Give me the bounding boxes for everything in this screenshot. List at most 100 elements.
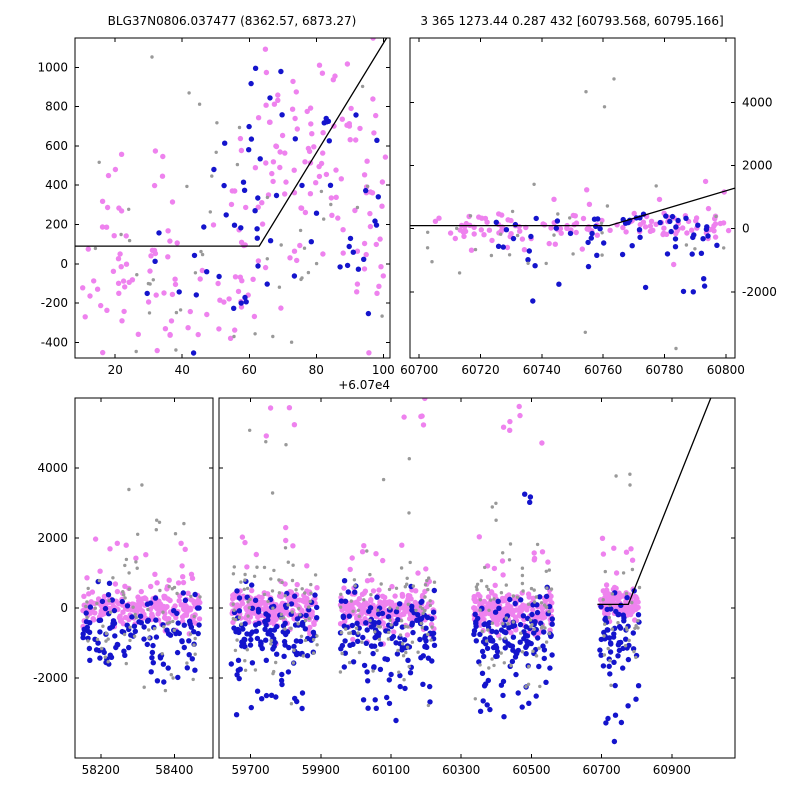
- scatter-point: [294, 126, 300, 132]
- scatter-point: [447, 230, 454, 236]
- scatter-point: [217, 297, 223, 303]
- scatter-point: [276, 593, 283, 599]
- scatter-point: [232, 334, 236, 339]
- scatter-point: [124, 622, 130, 628]
- scatter-point: [215, 121, 219, 125]
- scatter-point: [538, 684, 542, 689]
- scatter-point: [156, 230, 162, 236]
- scatter-point: [517, 609, 524, 615]
- scatter-point: [536, 663, 542, 670]
- scatter-point: [407, 511, 411, 515]
- scatter-point: [302, 159, 308, 165]
- scatter-point: [311, 638, 316, 642]
- scatter-point: [478, 227, 484, 233]
- scatter-point: [309, 582, 313, 587]
- scatter-point: [361, 172, 368, 178]
- scatter-point: [263, 637, 269, 643]
- scatter-point: [153, 634, 160, 640]
- scatter-point: [517, 639, 523, 645]
- scatter-point: [580, 215, 587, 222]
- scatter-point: [121, 590, 125, 594]
- scatter-point: [526, 639, 532, 646]
- scatter-point: [361, 256, 367, 262]
- scatter-point: [87, 604, 94, 610]
- scatter-point: [544, 261, 548, 266]
- scatter-point: [552, 241, 558, 247]
- scatter-point: [475, 591, 481, 598]
- scatter-point: [371, 643, 378, 649]
- scatter-point: [499, 232, 503, 236]
- scatter-point: [165, 665, 171, 671]
- scatter-point: [149, 655, 155, 661]
- scatter-point: [571, 222, 577, 228]
- scatter-point: [507, 253, 512, 257]
- scatter-point: [265, 195, 270, 200]
- scatter-point: [361, 240, 368, 247]
- scatter-point: [175, 620, 181, 626]
- scatter-point: [229, 390, 232, 393]
- scatter-point: [152, 571, 158, 577]
- scatter-point: [248, 80, 254, 87]
- scatter-point: [489, 253, 494, 258]
- scatter-point: [486, 620, 492, 626]
- scatter-point: [185, 661, 189, 665]
- scatter-point: [257, 156, 263, 162]
- scatter-point: [607, 671, 613, 677]
- scatter-point: [406, 625, 410, 629]
- scatter-point: [616, 623, 623, 630]
- x-tick-label: 20: [108, 363, 123, 377]
- scatter-point: [166, 577, 172, 583]
- scatter-point: [298, 205, 305, 211]
- scatter-point: [355, 205, 360, 210]
- scatter-point: [80, 631, 86, 637]
- scatter-point: [289, 626, 293, 630]
- scatter-point: [242, 539, 248, 546]
- scatter-point: [320, 130, 326, 136]
- scatter-point: [410, 629, 416, 636]
- scatter-point: [247, 393, 250, 396]
- scatter-point: [349, 622, 355, 629]
- scatter-point: [221, 182, 227, 189]
- scatter-point: [545, 559, 551, 565]
- scatter-point: [95, 601, 99, 606]
- scatter-point: [648, 218, 655, 224]
- scatter-point: [516, 403, 522, 410]
- scatter-point: [528, 618, 533, 622]
- scatter-point: [243, 578, 247, 582]
- scatter-point: [424, 614, 431, 621]
- scatter-point: [179, 638, 185, 645]
- scatter-point: [396, 601, 403, 607]
- scatter-point: [339, 592, 343, 596]
- scatter-point: [600, 231, 604, 235]
- scatter-point: [373, 630, 377, 634]
- scatter-point: [531, 550, 537, 556]
- scatter-point: [502, 638, 508, 644]
- scatter-point: [147, 268, 153, 274]
- x-tick-label: 60780: [645, 363, 683, 377]
- scatter-point: [265, 631, 271, 637]
- model-line: [410, 187, 735, 227]
- scatter-point: [490, 657, 494, 661]
- scatter-point: [342, 638, 348, 644]
- scatter-point: [539, 606, 546, 612]
- scatter-point: [234, 672, 240, 678]
- scatter-point: [271, 606, 275, 610]
- scatter-point: [642, 224, 649, 230]
- scatter-point: [180, 574, 186, 580]
- scatter-point: [314, 604, 320, 611]
- scatter-point: [346, 243, 352, 250]
- scatter-point: [86, 639, 90, 643]
- scatter-point: [527, 664, 531, 669]
- scatter-point: [173, 532, 178, 536]
- scatter-point: [232, 565, 236, 569]
- scatter-point: [349, 601, 355, 608]
- scatter-point: [236, 629, 242, 636]
- scatter-point: [153, 617, 159, 623]
- scatter-point: [363, 251, 369, 258]
- scatter-point: [262, 619, 268, 625]
- scatter-point: [425, 578, 429, 583]
- scatter-point: [609, 683, 613, 687]
- scatter-point: [101, 624, 105, 628]
- scatter-point: [259, 200, 265, 206]
- scatter-point: [409, 603, 415, 609]
